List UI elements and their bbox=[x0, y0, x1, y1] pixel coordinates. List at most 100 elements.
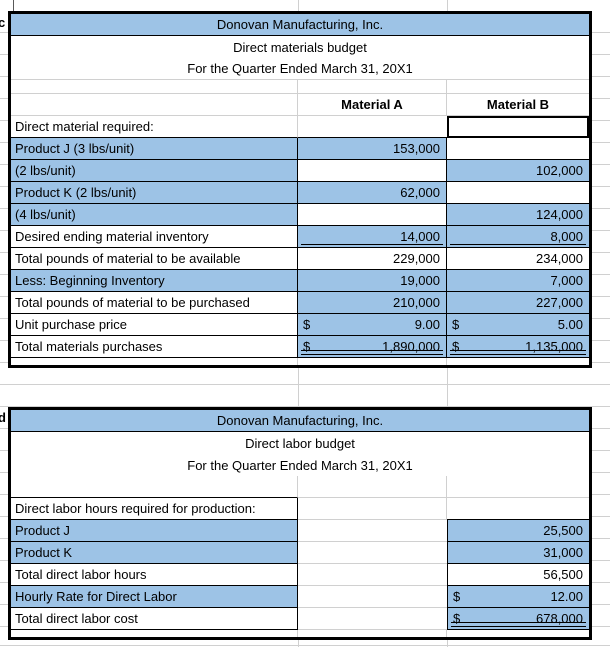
cell-empty[interactable] bbox=[298, 542, 447, 564]
cell-value[interactable]: 25,500 bbox=[447, 520, 589, 542]
cell-label[interactable]: Total materials purchases bbox=[11, 336, 298, 358]
cell-budget-subtitle[interactable]: Direct materials budget bbox=[233, 39, 367, 55]
cell-label[interactable]: (2 lbs/unit) bbox=[11, 160, 298, 182]
cell-material-a[interactable] bbox=[298, 204, 447, 226]
cell-period[interactable]: For the Quarter Ended March 31, 20X1 bbox=[11, 58, 589, 80]
cell-company-title[interactable]: Donovan Manufacturing, Inc. bbox=[11, 410, 589, 432]
cell-empty[interactable] bbox=[447, 476, 589, 498]
table-row: Total pounds of material to be purchased… bbox=[11, 292, 589, 314]
cell-material-b[interactable]: 227,000 bbox=[447, 292, 589, 314]
table-row: Product J (3 lbs/unit) 153,000 bbox=[11, 138, 589, 160]
cell-material-a[interactable]: 14,000 bbox=[298, 226, 447, 248]
currency-symbol: $ bbox=[453, 611, 461, 626]
cell-label[interactable]: Total pounds of material to be available bbox=[11, 248, 298, 270]
cell-label[interactable]: Unit purchase price bbox=[11, 314, 298, 336]
table-row: Direct labor budget bbox=[11, 432, 589, 454]
cell-empty-outlined[interactable] bbox=[447, 116, 589, 138]
cell-material-b[interactable]: 102,000 bbox=[447, 160, 589, 182]
cell-material-a[interactable]: 153,000 bbox=[298, 138, 447, 160]
cell-label[interactable]: Total pounds of material to be purchased bbox=[11, 292, 298, 314]
cell-empty[interactable] bbox=[11, 476, 298, 498]
table-row: Total direct labor cost $ 678,000 bbox=[11, 608, 589, 630]
table-row: Desired ending material inventory 14,000… bbox=[11, 226, 589, 248]
cell-label[interactable]: Less: Beginning Inventory bbox=[11, 270, 298, 292]
cell-material-a[interactable]: 19,000 bbox=[298, 270, 447, 292]
currency-symbol: $ bbox=[303, 317, 311, 332]
cell-material-b[interactable]: 124,000 bbox=[447, 204, 589, 226]
cell-section-label[interactable]: Direct labor hours required for producti… bbox=[11, 498, 298, 520]
cell-label[interactable]: Product J bbox=[11, 520, 298, 542]
cell-empty[interactable] bbox=[298, 586, 447, 608]
cell-empty[interactable] bbox=[11, 94, 298, 116]
cell-empty[interactable] bbox=[11, 630, 298, 637]
table-row: Less: Beginning Inventory 19,000 7,000 bbox=[11, 270, 589, 292]
cell-material-b[interactable]: 7,000 bbox=[447, 270, 589, 292]
cell-empty[interactable] bbox=[298, 630, 447, 637]
cell-material-a[interactable] bbox=[298, 160, 447, 182]
cell-label[interactable]: Desired ending material inventory bbox=[11, 226, 298, 248]
table-row: Unit purchase price $ 9.00 $ 5.00 bbox=[11, 314, 589, 336]
cell-label[interactable]: Product J (3 lbs/unit) bbox=[11, 138, 298, 160]
amount: 1,890,000 bbox=[382, 339, 440, 354]
table-row bbox=[11, 476, 589, 498]
cell-material-a[interactable]: 62,000 bbox=[298, 182, 447, 204]
cell-value[interactable]: 31,000 bbox=[447, 542, 589, 564]
table-row: Direct material required: bbox=[11, 116, 589, 138]
table-row: For the Quarter Ended March 31, 20X1 bbox=[11, 58, 589, 80]
row-gridline bbox=[0, 645, 610, 646]
cell-section-label[interactable]: Direct material required: bbox=[11, 116, 298, 138]
cell-material-a[interactable]: 210,000 bbox=[298, 292, 447, 314]
cell-material-b[interactable]: $ 5.00 bbox=[447, 314, 589, 336]
currency-symbol: $ bbox=[453, 589, 461, 604]
cell-period[interactable]: For the Quarter Ended March 31, 20X1 bbox=[187, 457, 413, 473]
cell-empty[interactable] bbox=[298, 608, 447, 630]
cell-empty[interactable] bbox=[447, 80, 589, 94]
cell-label[interactable]: Product K bbox=[11, 542, 298, 564]
cell-empty[interactable] bbox=[298, 564, 447, 586]
table-row: Donovan Manufacturing, Inc. bbox=[11, 14, 589, 36]
cell-label[interactable]: Total direct labor cost bbox=[11, 608, 298, 630]
cell-empty[interactable] bbox=[298, 80, 447, 94]
cell-empty[interactable] bbox=[298, 498, 447, 520]
cell-empty[interactable] bbox=[11, 358, 298, 365]
cell-label[interactable]: Hourly Rate for Direct Labor bbox=[11, 586, 298, 608]
currency-symbol: $ bbox=[452, 339, 460, 354]
clipped-cell-text: d bbox=[0, 410, 6, 425]
cell-material-a[interactable]: 229,000 bbox=[298, 248, 447, 270]
table-row bbox=[11, 630, 589, 637]
cell-value[interactable]: 56,500 bbox=[447, 564, 589, 586]
amount: 1,135,000 bbox=[525, 339, 583, 354]
cell-empty[interactable] bbox=[298, 520, 447, 542]
cell-material-b[interactable]: 234,000 bbox=[447, 248, 589, 270]
table-row: For the Quarter Ended March 31, 20X1 bbox=[11, 454, 589, 476]
cell-material-b[interactable]: $ 1,135,000 bbox=[447, 336, 589, 358]
cell-label[interactable]: Product K (2 lbs/unit) bbox=[11, 182, 298, 204]
cell-material-b[interactable]: 8,000 bbox=[447, 226, 589, 248]
cell-company-title[interactable]: Donovan Manufacturing, Inc. bbox=[11, 14, 589, 36]
cell-label[interactable]: Total direct labor hours bbox=[11, 564, 298, 586]
cell-empty[interactable] bbox=[298, 358, 447, 365]
cell-empty[interactable] bbox=[298, 116, 447, 138]
cell-label[interactable]: (4 lbs/unit) bbox=[11, 204, 298, 226]
cell-material-a[interactable]: $ 1,890,000 bbox=[298, 336, 447, 358]
cell-empty[interactable] bbox=[447, 358, 589, 365]
column-header-material-b[interactable]: Material B bbox=[447, 94, 589, 116]
cell-empty[interactable] bbox=[298, 476, 447, 498]
cell-material-b[interactable] bbox=[447, 138, 589, 160]
cell-empty[interactable] bbox=[11, 80, 298, 94]
column-header-material-a[interactable]: Material A bbox=[298, 94, 447, 116]
table-row bbox=[11, 358, 589, 365]
cell-budget-subtitle[interactable]: Direct labor budget bbox=[245, 435, 355, 451]
cell-value[interactable]: $ 12.00 bbox=[447, 586, 589, 608]
cell-value[interactable]: $ 678,000 bbox=[447, 608, 589, 630]
cell-empty[interactable] bbox=[447, 498, 589, 520]
column-gridline bbox=[298, 368, 299, 407]
column-gridline bbox=[298, 0, 299, 11]
amount: 9.00 bbox=[414, 317, 440, 332]
cell-material-b[interactable] bbox=[447, 182, 589, 204]
cell-material-a[interactable]: $ 9.00 bbox=[298, 314, 447, 336]
clipped-cell-text: c bbox=[0, 15, 6, 30]
column-edge-line bbox=[13, 0, 14, 11]
cell-empty[interactable] bbox=[447, 630, 589, 637]
table-row: Total direct labor hours 56,500 bbox=[11, 564, 589, 586]
